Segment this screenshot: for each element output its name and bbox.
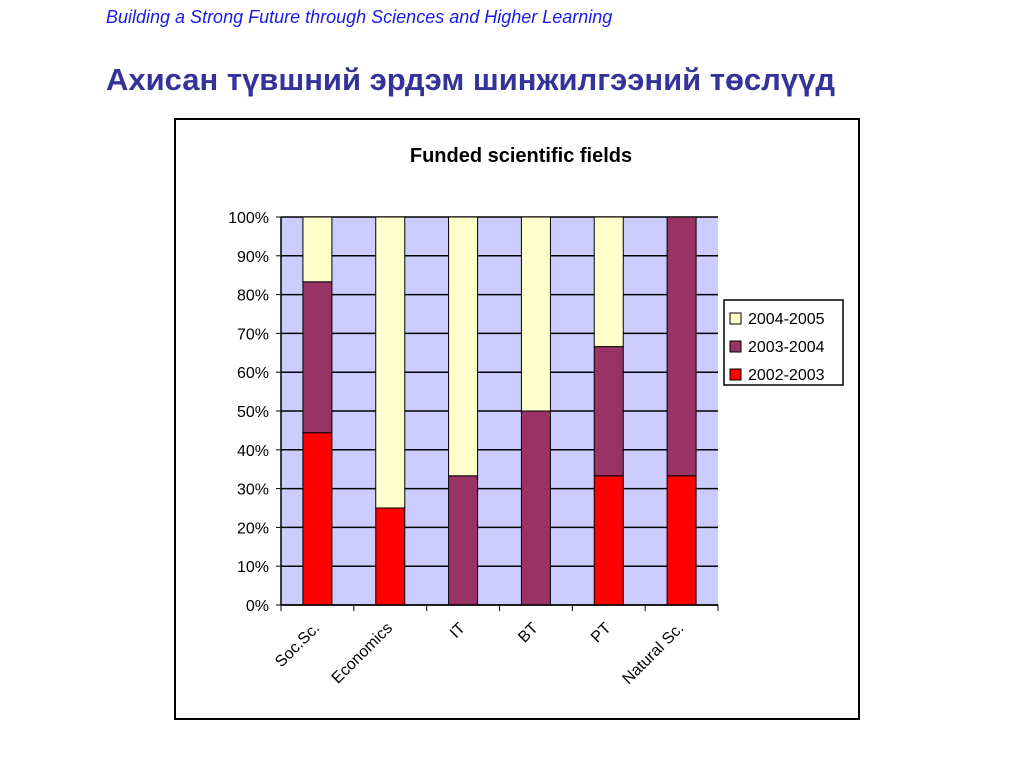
bar-segment <box>593 475 624 606</box>
legend-label: 2002-2003 <box>748 367 825 384</box>
y-tick-label: 40% <box>237 443 269 460</box>
x-tick-label: PT <box>588 620 615 647</box>
y-tick-label: 100% <box>228 210 269 227</box>
legend-swatch <box>729 312 742 325</box>
bar-segment <box>448 216 479 477</box>
plot-area: 0% 10% 20% 30% 40% 50% 60% 70% 80% 90% 100% Soc.Sc.… <box>228 210 719 688</box>
y-tick-label: 10% <box>237 559 269 576</box>
bar-segment <box>302 281 333 434</box>
y-tick-label: 30% <box>237 482 269 499</box>
slide-tagline: Building a Strong Future through Science… <box>106 7 613 27</box>
x-tick-label: Economics <box>329 620 396 687</box>
bar-segment <box>520 216 551 412</box>
legend-label: 2004-2005 <box>748 311 825 328</box>
bar-segment <box>666 475 697 606</box>
y-tick-label: 90% <box>237 249 269 266</box>
x-tick-label: BT <box>515 620 542 647</box>
bar-segment <box>375 507 406 606</box>
y-tick-label: 0% <box>246 598 269 615</box>
bar-segment <box>448 475 479 606</box>
y-tick-label: 70% <box>237 326 269 343</box>
bar-segment <box>375 216 406 509</box>
legend: 2004-2005 2003-2004 2002-2003 <box>723 299 844 386</box>
chart-frame: Funded scientific fields 0% 10% 20% 30% 40% 5… <box>174 118 860 720</box>
y-tick-label: 20% <box>237 520 269 537</box>
bar-segment <box>666 216 697 477</box>
x-tick-label: IT <box>447 620 469 642</box>
x-tick-label: Soc.Sc. <box>272 620 323 671</box>
y-tick-label: 60% <box>237 365 269 382</box>
legend-box <box>723 299 844 386</box>
chart-title: Funded scientific fields <box>410 145 632 167</box>
y-tick-label: 50% <box>237 404 269 421</box>
bar-segment <box>593 346 624 477</box>
legend-swatch <box>729 368 742 381</box>
bar-segment <box>593 216 624 348</box>
y-tick-label: 80% <box>237 288 269 305</box>
legend-swatch <box>729 340 742 353</box>
stacked-bar-chart: Funded scientific fields 0% 10% 20% 30% 40% 5… <box>228 145 844 688</box>
x-tick-label: Natural Sc. <box>619 620 687 688</box>
bar-segment <box>520 410 551 606</box>
legend-label: 2003-2004 <box>748 339 825 356</box>
bar-segment <box>302 432 333 606</box>
slide-title: Ахисан түвшний эрдэм шинжилгээний төслүү… <box>106 62 836 97</box>
bar-segment <box>302 216 333 283</box>
